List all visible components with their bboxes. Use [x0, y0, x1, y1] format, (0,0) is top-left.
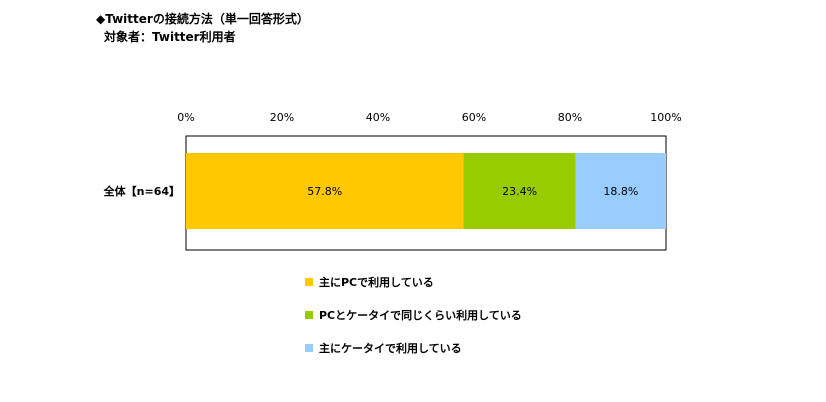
legend-label: PCとケータイで同じくらい利用している [319, 309, 522, 322]
x-tick-label: 40% [366, 111, 390, 124]
x-tick-label: 80% [558, 111, 582, 124]
data-label: 23.4% [502, 185, 537, 198]
chart-subtitle: 対象者：Twitter利用者 [104, 30, 236, 44]
legend-item: 主にPCで利用している [305, 274, 522, 290]
chart-legend: 主にPCで利用している PCとケータイで同じくらい利用している 主にケータイで利用し… [305, 274, 522, 373]
legend-label: 主にPCで利用している [319, 276, 434, 289]
legend-swatch [305, 344, 313, 352]
x-tick-label: 20% [270, 111, 294, 124]
x-tick-label: 0% [177, 111, 194, 124]
chart-title: ◆Twitterの接続方法（単一回答形式） [96, 12, 309, 26]
category-label: 全体【n=64】 [103, 184, 180, 198]
data-label: 18.8% [603, 185, 638, 198]
bar-segment [463, 153, 576, 229]
chart-title-block: ◆Twitterの接続方法（単一回答形式） 対象者：Twitter利用者 [96, 10, 309, 46]
legend-label: 主にケータイで利用している [319, 342, 462, 355]
legend-item: 主にケータイで利用している [305, 340, 522, 356]
bar-segment [186, 153, 464, 229]
bar-segment [575, 153, 666, 229]
legend-swatch [305, 311, 313, 319]
x-tick-label: 60% [462, 111, 486, 124]
x-tick-label: 100% [650, 111, 681, 124]
legend-item: PCとケータイで同じくらい利用している [305, 307, 522, 323]
data-label: 57.8% [307, 185, 342, 198]
legend-swatch [305, 278, 313, 286]
